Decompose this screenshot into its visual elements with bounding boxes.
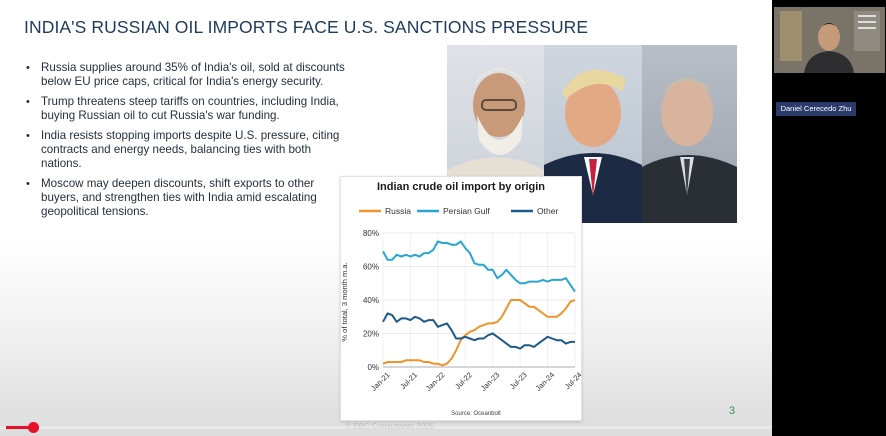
- participant-name-label: Daniel Cerecedo Zhu: [776, 102, 856, 116]
- oil-import-chart: Indian crude oil import by origin Russia…: [340, 176, 582, 421]
- legend-other-label: Other: [537, 206, 558, 216]
- x-tick-label: Jan-21: [369, 370, 392, 393]
- chart-ticks: 0%20%40%60%80%Jan-21 Jul-21 Jan-22 Jul-22 Ja…: [363, 229, 581, 393]
- bullet-item: • Russia supplies around 35% of India's o…: [24, 61, 354, 89]
- bullet-list: • Russia supplies around 35% of India's o…: [24, 61, 354, 225]
- y-axis-label: % of total, 3 month m.a.: [341, 262, 349, 341]
- y-tick-label: 40%: [363, 296, 379, 305]
- slide-footer: © EBC Consultants 2025: [345, 422, 435, 431]
- series-russia-line: [382, 299, 576, 367]
- participant-video-tile[interactable]: [774, 7, 885, 73]
- y-tick-label: 60%: [363, 263, 379, 272]
- bullet-text: Russia supplies around 35% of India's oi…: [41, 61, 345, 88]
- bullet-dot-icon: •: [26, 62, 30, 74]
- bullet-text: Trump threatens steep tariffs on countri…: [41, 95, 339, 122]
- chart-grid: [382, 232, 576, 368]
- chart-svg: Indian crude oil import by origin Russia…: [341, 181, 581, 417]
- video-progress-track[interactable]: [0, 426, 772, 429]
- bullet-item: • Moscow may deepen discounts, shift expo…: [24, 177, 354, 219]
- legend-russia-label: Russia: [385, 206, 411, 216]
- video-progress-played: [6, 426, 33, 429]
- chart-title: Indian crude oil import by origin: [377, 181, 545, 193]
- x-tick-label: Jan-24: [534, 370, 557, 393]
- x-tick-label: Jul-21: [398, 370, 419, 391]
- bullet-dot-icon: •: [26, 96, 30, 108]
- bullet-item: • Trump threatens steep tariffs on countr…: [24, 95, 354, 123]
- slide-title: INDIA'S RUSSIAN OIL IMPORTS FACE U.S. SA…: [24, 17, 589, 37]
- video-scrubber-handle[interactable]: [28, 422, 39, 433]
- presentation-slide: INDIA'S RUSSIAN OIL IMPORTS FACE U.S. SA…: [0, 0, 772, 436]
- bullet-text: Moscow may deepen discounts, shift expor…: [41, 177, 317, 218]
- x-tick-label: Jan-23: [479, 370, 502, 393]
- legend-persian-gulf-label: Persian Gulf: [443, 206, 490, 216]
- bullet-dot-icon: •: [26, 130, 30, 142]
- chart-series: [382, 240, 576, 367]
- bullet-item: • India resists stopping imports despite …: [24, 129, 354, 171]
- chart-source: Source: Oceanbolt: [451, 411, 501, 417]
- slide-number: 3: [729, 405, 736, 417]
- portrait-right: [642, 45, 737, 223]
- bullet-text: India resists stopping imports despite U…: [41, 129, 340, 170]
- x-tick-label: Jul-22: [453, 370, 474, 391]
- y-tick-label: 80%: [363, 229, 379, 238]
- x-tick-label: Jan-22: [424, 370, 447, 393]
- chart-legend: Russia Persian Gulf Other: [359, 206, 558, 216]
- y-tick-label: 0%: [367, 363, 379, 372]
- series-persian-gulf-line: [382, 240, 576, 293]
- series-other-line: [382, 312, 575, 350]
- y-tick-label: 20%: [363, 330, 379, 339]
- bullet-dot-icon: •: [26, 178, 30, 190]
- x-tick-label: Jul-24: [563, 370, 581, 391]
- x-tick-label: Jul-23: [508, 370, 529, 391]
